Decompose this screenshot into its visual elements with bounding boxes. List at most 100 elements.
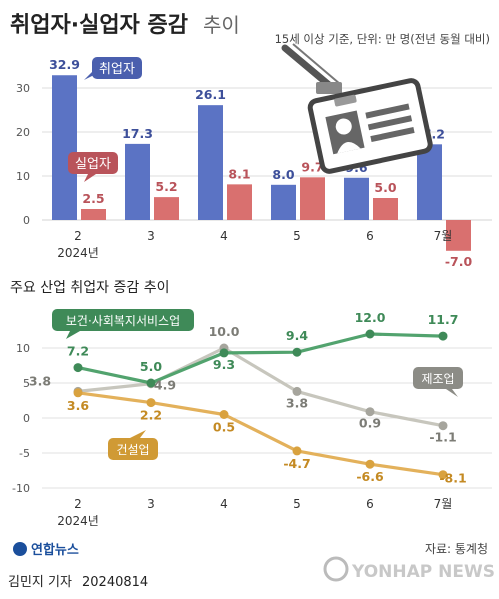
bar-x-tick-label: 3 — [147, 229, 155, 243]
bar-y-tick-label: 0 — [23, 214, 30, 227]
line-x-tick-label: 2 — [74, 497, 82, 511]
line-value-label: 0.5 — [213, 420, 235, 435]
line-value-label: -8.1 — [439, 471, 466, 486]
bar-value-label: 32.9 — [49, 57, 80, 72]
bar-employed — [271, 184, 296, 220]
line-value-label: -6.6 — [356, 469, 384, 484]
line-x-tick-label: 5 — [293, 497, 301, 511]
svg-text:실업자: 실업자 — [75, 157, 111, 172]
id-badge-icon — [281, 43, 433, 174]
legend-employed: 취업자 — [84, 57, 142, 80]
line-x-tick-label: 7월 — [434, 497, 453, 511]
bar-x-year-label: 2024년 — [57, 246, 99, 260]
bar-y-tick-label: 30 — [16, 82, 30, 95]
bar-employed — [344, 177, 369, 220]
bar-employed — [125, 143, 150, 220]
line-point — [438, 421, 448, 431]
line-series-path — [77, 391, 444, 477]
legend-construction: 건설업 — [108, 430, 158, 460]
bar-value-label: -7.0 — [445, 254, 473, 269]
watermark: YONHAP NEWS — [323, 556, 495, 582]
line-value-label: 3.6 — [67, 398, 89, 413]
line-point — [438, 331, 448, 341]
bar-x-tick-label: 2 — [74, 229, 82, 243]
line-y-tick-label: 10 — [16, 342, 30, 355]
line-y-tick-label: 5 — [23, 377, 30, 390]
line-point — [292, 446, 302, 456]
line-chart-title: 주요 산업 취업자 증감 추이 — [10, 280, 169, 296]
line-point — [438, 470, 448, 480]
line-y-tick-label: -10 — [12, 482, 30, 495]
line-point — [365, 407, 375, 417]
bar-chart-x-ticks: 2 3 4 5 6 7월 2024년 — [57, 229, 452, 260]
svg-text:건설업: 건설업 — [116, 443, 149, 457]
line-value-label: -1.1 — [429, 430, 456, 445]
line-x-tick-label: 4 — [220, 497, 228, 511]
page-subtitle: 추이 — [203, 13, 240, 37]
bar-unemployed — [446, 220, 471, 251]
publish-date: 20240814 — [82, 575, 148, 590]
line-point — [365, 459, 375, 469]
line-value-label: -4.7 — [283, 456, 310, 471]
line-point — [73, 363, 83, 373]
bar-employed — [198, 105, 223, 220]
bar-value-label: 8.1 — [228, 166, 250, 181]
line-point — [73, 388, 83, 398]
line-value-label: 5.0 — [140, 359, 162, 374]
bar-value-label: 5.2 — [155, 179, 177, 194]
line-chart-series — [73, 329, 448, 480]
line-point — [292, 386, 302, 396]
bar-value-label: 2.5 — [82, 191, 104, 206]
line-value-label: 4.9 — [154, 378, 176, 393]
yonhap-logo: 연합뉴스 — [13, 542, 79, 558]
line-point — [292, 347, 302, 357]
bar-y-tick-label: 20 — [16, 126, 30, 139]
line-chart-value-labels: 3.8 4.9 10.0 3.8 0.9 -1.1 3.6 2.2 0.5 -4.7 -6.6 -8.… — [29, 310, 467, 486]
legend-health-welfare: 보건·사회복지서비스업 — [52, 309, 194, 339]
bar-employed — [52, 75, 77, 221]
line-x-tick-label: 3 — [147, 497, 155, 511]
line-chart-x-ticks: 2 3 4 5 6 7월 2024년 — [57, 497, 452, 528]
line-value-label: 3.8 — [29, 373, 51, 388]
bar-value-label: 5.0 — [374, 180, 396, 195]
bar-y-tick-label: 10 — [16, 170, 30, 183]
bar-unemployed — [154, 197, 179, 220]
line-value-label: 12.0 — [355, 310, 386, 325]
line-point — [146, 378, 156, 388]
line-value-label: 10.0 — [209, 324, 240, 339]
bar-x-tick-label: 6 — [366, 229, 374, 243]
svg-text:취업자: 취업자 — [99, 62, 135, 77]
line-chart-y-ticks: -10 -5 0 5 10 — [12, 342, 30, 495]
svg-text:제조업: 제조업 — [421, 372, 454, 386]
svg-text:보건·사회복지서비스업: 보건·사회복지서비스업 — [66, 314, 180, 328]
line-point — [146, 398, 156, 408]
bar-value-label: 17.3 — [122, 126, 153, 141]
bar-value-label: 8.0 — [272, 167, 294, 182]
bar-employed — [417, 144, 442, 220]
line-y-tick-label: -5 — [19, 447, 30, 460]
line-x-tick-label: 6 — [366, 497, 374, 511]
line-point — [219, 410, 229, 419]
source-note: 자료: 통계청 — [425, 542, 488, 556]
line-x-year-label: 2024년 — [57, 514, 99, 528]
unit-note: 15세 이상 기준, 단위: 만 명(전년 동월 대비) — [275, 32, 490, 46]
legend-unemployed: 실업자 — [68, 152, 118, 182]
bar-unemployed — [81, 209, 106, 220]
line-value-label: 0.9 — [359, 416, 381, 431]
bar-unemployed — [227, 184, 252, 220]
bar-chart-value-labels: 32.92.517.35.226.18.18.09.79.65.017.2-7.… — [49, 57, 472, 269]
bar-unemployed — [373, 198, 398, 220]
line-y-tick-label: 0 — [23, 412, 30, 425]
bar-x-tick-label: 5 — [293, 229, 301, 243]
bar-unemployed — [300, 177, 325, 220]
bar-x-tick-label: 7월 — [434, 229, 453, 243]
line-series-path — [77, 346, 444, 428]
bar-chart-bars — [52, 75, 471, 251]
bar-value-label: 9.7 — [301, 159, 323, 174]
reporter-credit: 김민지 기자 — [8, 575, 72, 590]
page-title: 취업자·실업자 증감 — [10, 13, 188, 38]
line-value-label: 9.3 — [213, 357, 235, 372]
line-value-label: 3.8 — [286, 395, 308, 410]
line-value-label: 7.2 — [67, 344, 89, 359]
